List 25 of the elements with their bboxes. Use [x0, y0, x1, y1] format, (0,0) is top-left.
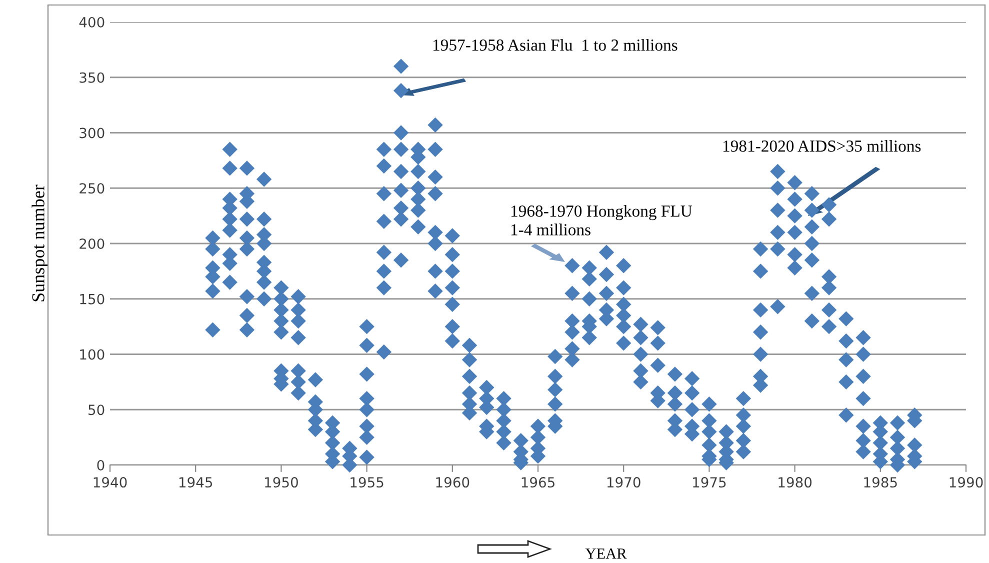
- annotation: 1957-1958 Asian Flu 1 to 2 millions: [433, 39, 678, 51]
- x-tick-label: 1975: [693, 477, 726, 488]
- x-tick-label: 1950: [265, 477, 298, 488]
- y-tick-label: 200: [80, 238, 104, 249]
- y-tick-label: 350: [80, 72, 104, 83]
- y-tick-label: 300: [80, 128, 104, 138]
- x-tick-label: 1985: [864, 477, 897, 488]
- y-tick-label: 150: [80, 294, 104, 304]
- x-tick-label: 1960: [436, 477, 470, 488]
- x-tick-label: 1990: [950, 477, 983, 488]
- y-tick-label: 100: [80, 349, 104, 360]
- y-tick-label: 250: [80, 183, 104, 194]
- annotation: 1968-1970 Hongkong FLU 1-4 millions: [511, 205, 692, 236]
- y-tick-label: 50: [88, 404, 104, 416]
- y-tick-label: 400: [79, 16, 104, 28]
- x-tick-label: 1940: [94, 477, 127, 488]
- x-tick-label: 1980: [778, 477, 812, 488]
- x-tick-label: 1965: [522, 477, 554, 488]
- y-tick-label: 0: [97, 460, 104, 470]
- x-tick-label: 1945: [179, 477, 212, 488]
- x-axis-title: YEAR: [585, 548, 627, 559]
- x-tick-label: 1970: [607, 477, 640, 488]
- annotation: 1981-2020 AIDS>35 millions: [723, 140, 921, 152]
- y-axis-title: Sunspot number: [32, 184, 48, 302]
- x-tick-label: 1955: [350, 477, 384, 488]
